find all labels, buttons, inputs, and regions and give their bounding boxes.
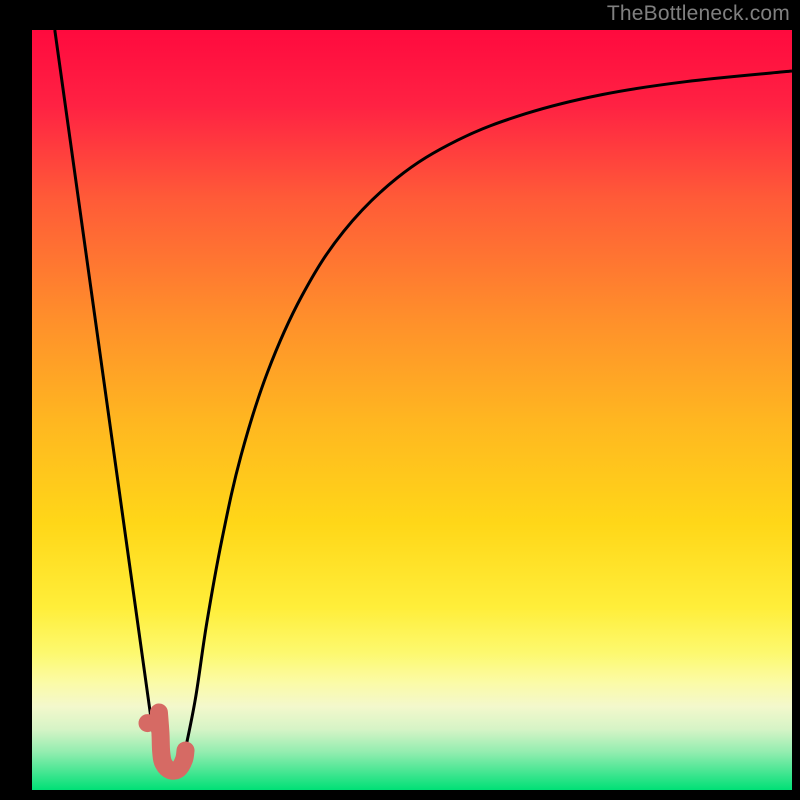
marker-dot [139, 714, 157, 732]
watermark-text: TheBottleneck.com [607, 2, 790, 26]
curve-layer [32, 30, 792, 790]
right-ascent-curve [184, 71, 792, 756]
plot-area [32, 30, 792, 790]
chart-container: TheBottleneck.com [0, 0, 800, 800]
left-descent-line [55, 30, 154, 737]
marker-hook [159, 712, 186, 770]
